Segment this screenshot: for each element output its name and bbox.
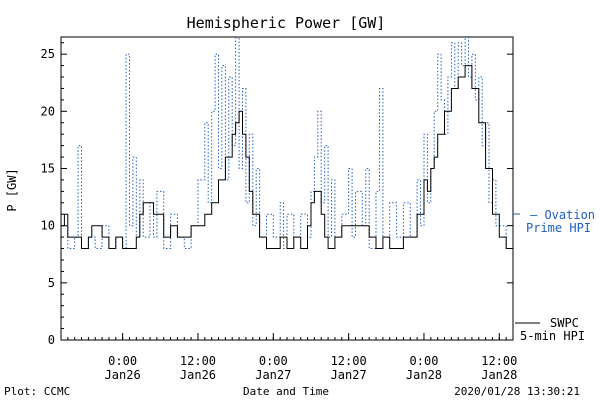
y-axis-label: P [GW]: [5, 168, 19, 211]
x-tick-date-label: Jan28: [481, 368, 517, 382]
legend-swpc-line2: 5-min HPI: [520, 329, 585, 343]
x-tick-date-label: Jan28: [406, 368, 442, 382]
x-tick-time-label: 0:00: [259, 354, 288, 368]
footer-plot-credit: Plot: CCMC: [4, 385, 70, 398]
y-tick-label: 15: [41, 161, 55, 175]
y-tick-label: 5: [48, 276, 55, 290]
plot-frame: [60, 36, 514, 341]
legend-ovation-line2: Prime HPI: [526, 221, 591, 235]
x-tick-date-label: Jan26: [180, 368, 216, 382]
x-tick-time-label: 12:00: [331, 354, 367, 368]
x-tick-time-label: 0:00: [410, 354, 439, 368]
x-tick-date-label: Jan26: [105, 368, 141, 382]
x-axis: 0:00Jan2612:00Jan260:00Jan2712:00Jan270:…: [67, 333, 517, 382]
y-tick-label: 0: [48, 333, 55, 347]
x-tick-date-label: Jan27: [255, 368, 291, 382]
footer-timestamp: 2020/01/28 13:30:21: [454, 385, 580, 398]
x-tick-date-label: Jan27: [331, 368, 367, 382]
y-tick-label: 25: [41, 47, 55, 61]
x-tick-time-label: 0:00: [108, 354, 137, 368]
legend-ovation-line1: – Ovation: [530, 208, 595, 222]
y-tick-label: 20: [41, 104, 55, 118]
legend-swpc-line1: SWPC: [550, 316, 579, 330]
x-tick-time-label: 12:00: [180, 354, 216, 368]
y-tick-label: 10: [41, 219, 55, 233]
legend: – Ovation Prime HPI SWPC 5-min HPI: [513, 208, 595, 343]
x-tick-time-label: 12:00: [481, 354, 517, 368]
y-axis: 0 5 10 15 20 25: [41, 42, 513, 347]
series-layer: [61, 37, 513, 249]
series-ovation-prime-line: [61, 37, 513, 249]
x-axis-label: Date and Time: [243, 385, 329, 398]
series-swpc-line: [61, 65, 513, 249]
chart-title: Hemispheric Power [GW]: [187, 14, 386, 32]
